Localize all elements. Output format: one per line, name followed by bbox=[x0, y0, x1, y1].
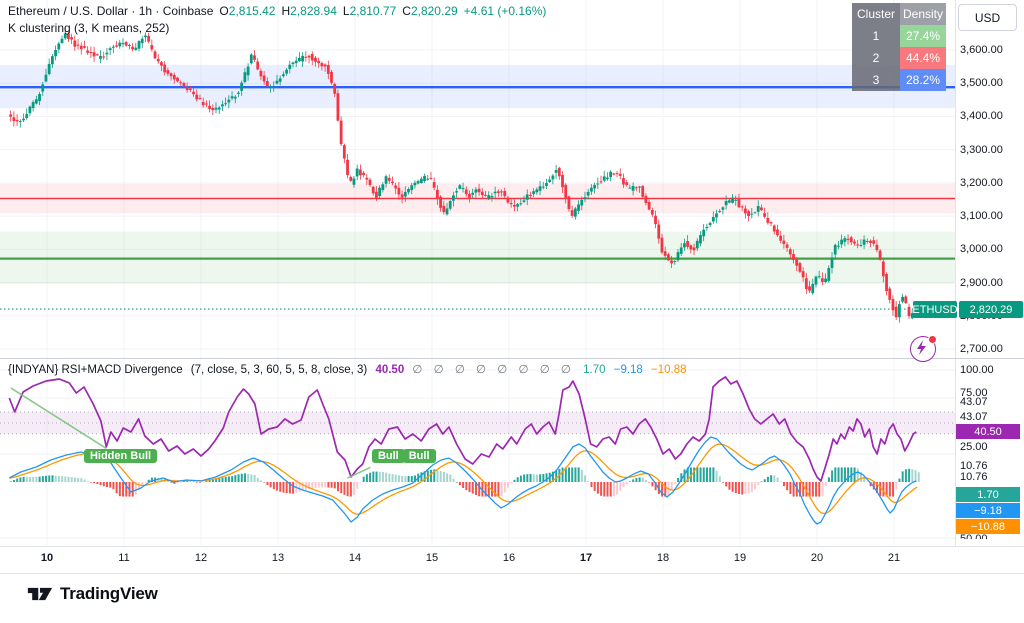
time-tick-label: 14 bbox=[348, 552, 362, 564]
cluster-row-2: 2 44.4% bbox=[852, 47, 946, 69]
tradingview-logo[interactable]: TradingView bbox=[27, 583, 158, 605]
price-tick-label: 2,700.00 bbox=[960, 343, 1003, 355]
time-tick-label: 13 bbox=[271, 552, 285, 564]
time-axis[interactable]: 10 11 12 13 14 15 16 17 18 19 20 21 bbox=[0, 546, 1024, 574]
indicator-tick-label: 50.00 bbox=[960, 533, 988, 539]
cluster-density-table: Cluster Density 1 27.4% 2 44.4% 3 28.2% bbox=[852, 3, 946, 91]
divergence-line-1 bbox=[10, 387, 107, 450]
rsi-macd-legend[interactable]: {INDYAN} RSI+MACD Divergence (7, close, … bbox=[8, 362, 692, 376]
rsi-macd-title: {INDYAN} RSI+MACD Divergence bbox=[8, 364, 183, 376]
rsi-line[interactable] bbox=[8, 376, 917, 482]
price-tick-label: 3,600.00 bbox=[960, 44, 1003, 56]
indicator-tick-label: 10.76 bbox=[960, 471, 988, 483]
macd-histogram bbox=[9, 467, 920, 497]
last-price-value: 2,820.29 bbox=[959, 301, 1023, 319]
time-tick-label: 12 bbox=[194, 552, 208, 564]
rsi-current-value: 40.50 bbox=[375, 364, 405, 376]
price-tick-label: 3,500.00 bbox=[960, 77, 1003, 90]
bull-label-2: Bull bbox=[402, 448, 436, 463]
price-tick-label: 3,400.00 bbox=[960, 110, 1003, 123]
indicator-tick-label: 100.00 bbox=[960, 364, 994, 376]
price-tick-label: 2,900.00 bbox=[960, 276, 1003, 289]
signal-line[interactable] bbox=[9, 443, 918, 515]
price-tick-label: 3,100.00 bbox=[960, 210, 1003, 223]
price-tick-label: 3,000.00 bbox=[960, 243, 1003, 256]
rsi-band bbox=[0, 412, 955, 434]
indicator-legend-kclustering[interactable]: K clustering (3, K means, 252) bbox=[8, 21, 170, 35]
indicator-tick-label: 25.00 bbox=[960, 441, 988, 453]
indicator-tick-label: 75.00 bbox=[960, 387, 988, 399]
symbol-legend[interactable]: Ethereum / U.S. Dollar · 1h · Coinbase O2… bbox=[8, 4, 546, 18]
hist-current-value: −10.88 bbox=[651, 364, 687, 376]
time-tick-label: 16 bbox=[502, 552, 516, 564]
signal-axis-badge: −9.18 bbox=[956, 503, 1020, 518]
lightning-icon[interactable] bbox=[910, 335, 937, 362]
macd-axis-badge: 1.70 bbox=[956, 487, 1020, 502]
divergence-line-2 bbox=[346, 466, 371, 479]
ohlc-values: O2,815.42 H2,828.94 L2,810.77 C2,820.29 +4.6… bbox=[219, 4, 547, 18]
tradingview-logo-icon bbox=[27, 587, 53, 601]
cluster-table-header: Cluster Density bbox=[852, 3, 946, 25]
price-tick-label: 3,200.00 bbox=[960, 176, 1003, 189]
symbol-title: Ethereum / U.S. Dollar · 1h · Coinbase bbox=[8, 4, 214, 18]
indicator-axis[interactable]: 100.00 75.00 43.07 43.07 25.00 10.76 10.76 50.0… bbox=[957, 360, 1024, 539]
indicator-tick-label: 43.07 bbox=[960, 396, 988, 408]
time-tick-label: 21 bbox=[887, 552, 901, 564]
indicator-tick-label: 43.07 bbox=[960, 411, 988, 423]
indicator-tick-label: 10.76 bbox=[960, 460, 988, 472]
time-tick-label: 20 bbox=[810, 552, 824, 564]
time-tick-label: 18 bbox=[656, 552, 670, 564]
macd-current-value: 1.70 bbox=[583, 364, 606, 376]
change-value: +4.61 (+0.16%) bbox=[463, 4, 547, 18]
hist-axis-badge: −10.88 bbox=[956, 519, 1020, 534]
time-tick-label: 15 bbox=[425, 552, 439, 564]
signal-current-value: −9.18 bbox=[613, 364, 643, 376]
cluster-row-1: 1 27.4% bbox=[852, 25, 946, 47]
null-values: ∅ ∅ ∅ ∅ ∅ ∅ ∅ ∅ bbox=[412, 364, 575, 376]
macd-line[interactable] bbox=[8, 436, 917, 525]
time-tick-label: 10 bbox=[40, 552, 54, 564]
hidden-bull-label: Hidden Bull bbox=[83, 448, 158, 463]
time-tick-label: 11 bbox=[118, 552, 130, 564]
symbol-tag: ETHUSD bbox=[912, 301, 958, 319]
rsi-axis-badge: 40.50 bbox=[956, 424, 1020, 439]
alert-dot-icon bbox=[928, 335, 937, 344]
price-tick-label: 3,300.00 bbox=[960, 143, 1003, 156]
time-tick-label: 19 bbox=[733, 552, 747, 564]
time-tick-label: 17 bbox=[579, 552, 593, 564]
cluster-row-3: 3 28.2% bbox=[852, 69, 946, 91]
bull-label-1: Bull bbox=[371, 448, 405, 463]
pane-separator[interactable] bbox=[0, 358, 1024, 359]
rsi-macd-params: (7, close, 5, 3, 60, 5, 5, 8, close, 3) bbox=[190, 364, 368, 376]
currency-usd-button[interactable]: USD bbox=[958, 4, 1017, 31]
last-price-flag: ETHUSD 2,820.29 bbox=[912, 301, 1023, 319]
axis-border bbox=[955, 0, 956, 572]
chart-canvas[interactable] bbox=[0, 0, 1024, 546]
tradingview-logo-text: TradingView bbox=[60, 584, 158, 603]
